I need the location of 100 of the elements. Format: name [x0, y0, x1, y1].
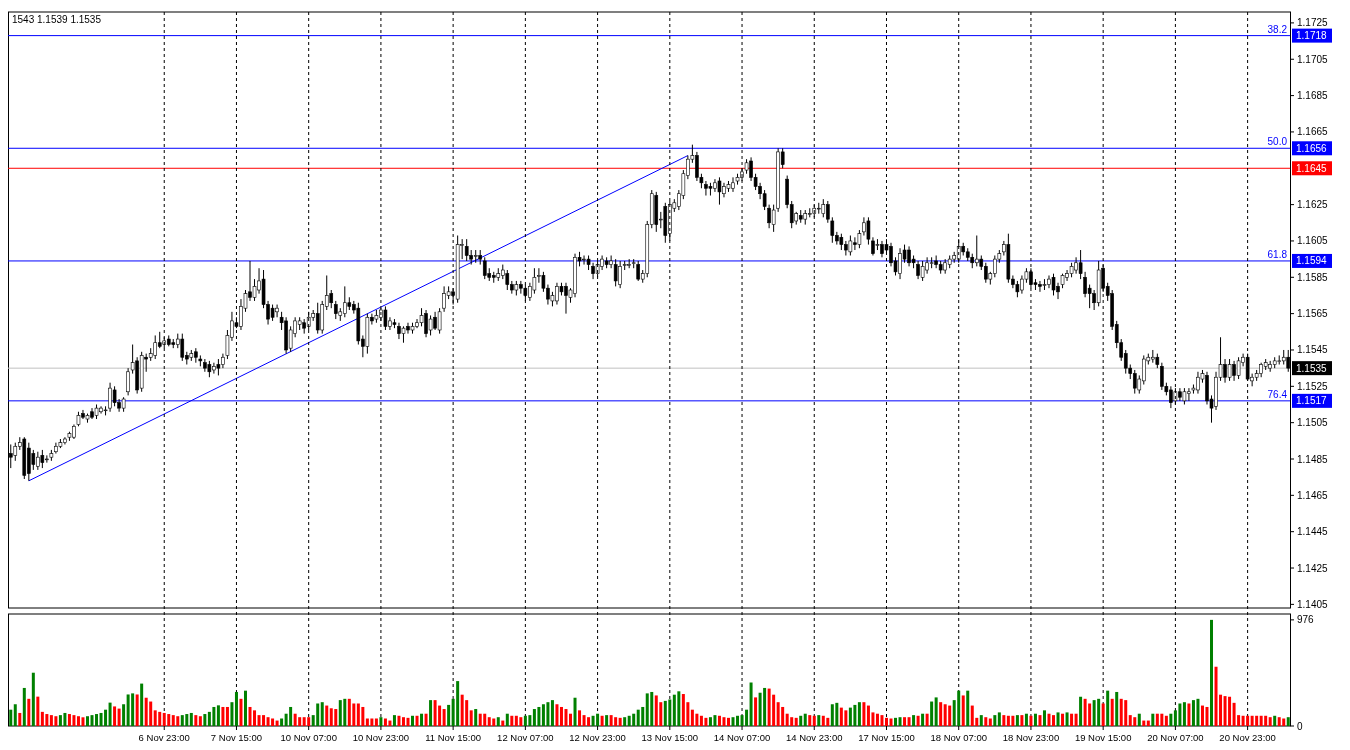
bar [1065, 712, 1069, 726]
bar [862, 702, 866, 726]
bar [763, 687, 767, 726]
bar [993, 715, 997, 726]
bar [1191, 700, 1195, 726]
bar [731, 717, 735, 726]
bar [614, 717, 618, 726]
bar [1097, 698, 1101, 726]
bar [884, 717, 888, 726]
bar [1061, 713, 1065, 726]
candlestick [153, 334, 158, 360]
bar [1151, 713, 1155, 726]
bar [1115, 691, 1119, 726]
bar [650, 691, 654, 726]
bar [632, 713, 636, 726]
bar [361, 706, 365, 726]
bar [857, 702, 861, 726]
candlestick [830, 216, 835, 244]
bar [162, 712, 166, 726]
bar [609, 715, 613, 726]
bar [997, 712, 1001, 726]
y-tick-label: 1.1605 [1297, 235, 1329, 247]
ref-line-label: 1.1645 [1296, 162, 1328, 174]
x-tick-label: 7 Nov 15:00 [210, 732, 263, 743]
bar [1006, 715, 1010, 726]
y-tick-label: 1.1565 [1297, 308, 1329, 320]
candlestick [1227, 358, 1232, 382]
bar [880, 715, 884, 726]
bar [194, 715, 198, 726]
bar [690, 709, 694, 726]
bar [374, 718, 378, 726]
bar [550, 700, 554, 726]
x-tick-label: 20 Nov 07:00 [1147, 732, 1204, 743]
bar [1033, 713, 1037, 726]
annotation: 38.2 [1267, 23, 1288, 35]
bar [1088, 703, 1092, 726]
bar [307, 717, 311, 726]
bar [198, 716, 202, 726]
ref-line-label: 1.1718 [1296, 30, 1328, 42]
bar [234, 691, 238, 726]
bar [266, 717, 270, 726]
bar [808, 715, 812, 726]
bar [546, 702, 550, 726]
bar [573, 697, 577, 726]
bar [1029, 715, 1033, 726]
bar [189, 712, 193, 726]
y-tick-label: 1.1705 [1297, 53, 1329, 65]
bar [1200, 705, 1204, 726]
bar [695, 713, 699, 726]
bar [537, 706, 541, 726]
bar [176, 716, 180, 726]
bar [916, 715, 920, 726]
bar [325, 705, 329, 726]
bar [1137, 713, 1141, 726]
bar [320, 702, 324, 726]
bar [1020, 715, 1024, 726]
candlestick [1051, 273, 1056, 296]
bar [1232, 702, 1236, 726]
x-tick-label: 6 Nov 23:00 [138, 732, 190, 743]
bar [40, 711, 44, 726]
bar [31, 672, 35, 726]
y-tick-label: 1.1465 [1297, 489, 1329, 501]
bar [347, 698, 351, 726]
bar [754, 697, 758, 726]
bar [970, 705, 974, 726]
bar [1277, 717, 1281, 726]
bar [1142, 720, 1146, 726]
candlestick [613, 258, 618, 287]
bar [275, 720, 279, 726]
bar [469, 710, 473, 726]
bar [81, 717, 85, 726]
bar [704, 717, 708, 726]
bar [496, 717, 500, 726]
bar [334, 709, 338, 726]
bar [713, 715, 717, 726]
x-tick-label: 20 Nov 23:00 [1219, 732, 1276, 743]
bar [492, 718, 496, 726]
bar [1182, 702, 1186, 726]
candlestick [315, 302, 320, 335]
bar [930, 701, 934, 726]
bar [1250, 715, 1254, 726]
y-tick-label: 1.1585 [1297, 271, 1329, 283]
bar [541, 704, 545, 726]
bar [383, 718, 387, 726]
y-tick-label: 1.1405 [1297, 598, 1329, 610]
bar [618, 717, 622, 726]
bar [397, 715, 401, 726]
bar [352, 703, 356, 726]
bar [866, 705, 870, 726]
bar [108, 702, 112, 726]
bar [839, 707, 843, 726]
bar [1079, 696, 1083, 726]
bar [569, 713, 572, 726]
bar [1205, 706, 1209, 726]
bar [745, 709, 749, 726]
candlestick [636, 260, 641, 282]
bar [1178, 703, 1182, 726]
y-tick-label: 1.1665 [1297, 126, 1329, 138]
bar [519, 717, 523, 726]
bar [736, 715, 740, 726]
